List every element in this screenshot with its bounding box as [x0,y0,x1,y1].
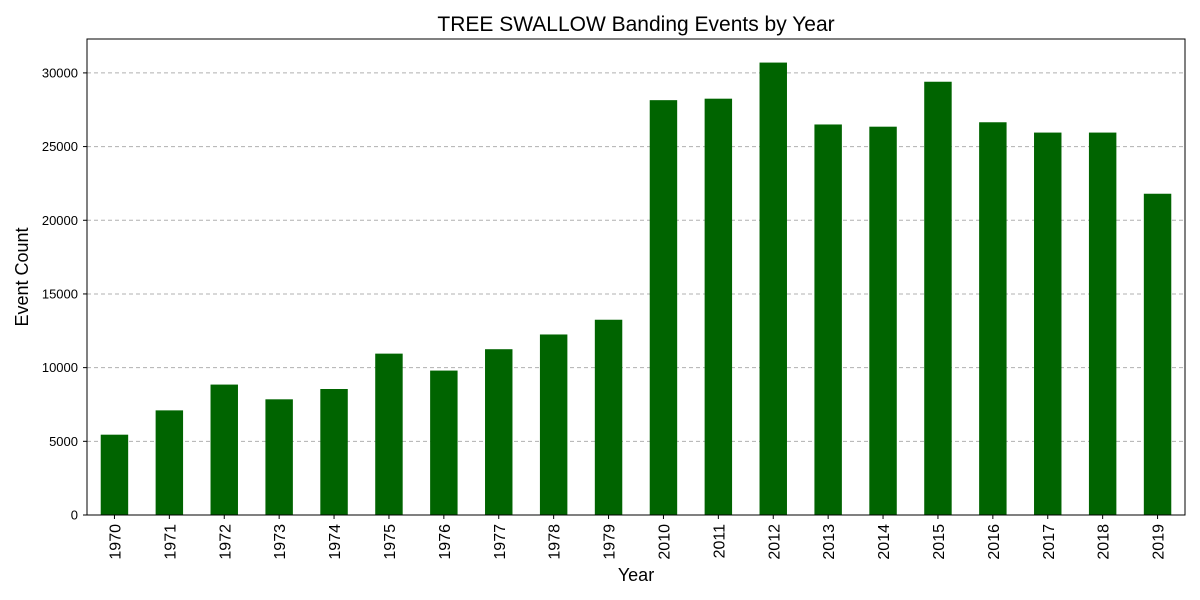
x-tick-label: 1978 [547,524,564,560]
bar-2016 [979,122,1007,516]
bar-2010 [649,100,678,515]
x-tick-label: 1970 [107,524,124,560]
x-tick-label: 2012 [766,524,783,560]
bar-2013 [814,124,842,515]
bar-2015 [924,81,952,515]
plot-frame [86,38,1186,516]
y-tick-label: 10000 [42,360,78,375]
bar-1976 [430,370,458,515]
bar-2011 [704,98,733,516]
bar-1979 [594,319,623,515]
bar-1975 [375,353,403,515]
x-tick-label: 1975 [382,524,399,560]
bar-1972 [210,384,238,515]
y-tick-label: 0 [71,508,78,523]
x-tick-label: 1977 [492,524,509,560]
x-axis-label: Year [618,565,654,585]
y-tick-label: 5000 [49,434,78,449]
bar-2017 [1034,132,1062,515]
x-tick-label: 1973 [272,524,289,560]
x-tick-label: 2016 [986,524,1003,560]
x-tick-label: 2017 [1041,524,1058,560]
x-tick-label: 2018 [1096,524,1113,560]
x-tick-label: 2013 [821,524,838,560]
y-tick-label: 15000 [42,286,78,301]
x-tick-label: 2011 [711,524,728,559]
x-tick-label: 1979 [602,524,619,560]
chart-title: TREE SWALLOW Banding Events by Year [437,13,834,36]
bar-2014 [869,126,897,516]
bar-2019 [1143,193,1172,515]
y-tick-label: 25000 [42,139,78,154]
bar-1973 [265,399,293,515]
x-tick-label: 1974 [327,524,344,560]
x-tick-label: 2010 [656,524,673,560]
x-tick-label: 2019 [1151,524,1168,560]
y-tick-label: 20000 [42,213,78,228]
y-tick-label: 30000 [42,65,78,80]
y-axis-label: Event Count [12,227,32,326]
x-axis-ticks: 1970 1971 1972 1973 1974 1975 1976 1977 1978 1979… [107,515,1168,560]
bar-2012 [759,62,787,515]
bar-1977 [485,349,513,515]
x-tick-label: 1976 [437,524,454,560]
y-axis-ticks: 0 5000 10000 15000 20000 25000 30000 [42,65,87,523]
x-tick-label: 1972 [217,524,234,560]
bar-1971 [155,410,184,515]
x-tick-label: 1971 [162,524,179,560]
x-tick-label: 2014 [876,524,893,560]
gridlines [87,72,1185,442]
bar-1970 [100,434,129,515]
bar-1974 [320,389,348,515]
bar-1978 [539,334,568,515]
bars [100,62,1172,516]
bar-2018 [1088,132,1117,515]
x-tick-label: 2015 [931,524,948,560]
